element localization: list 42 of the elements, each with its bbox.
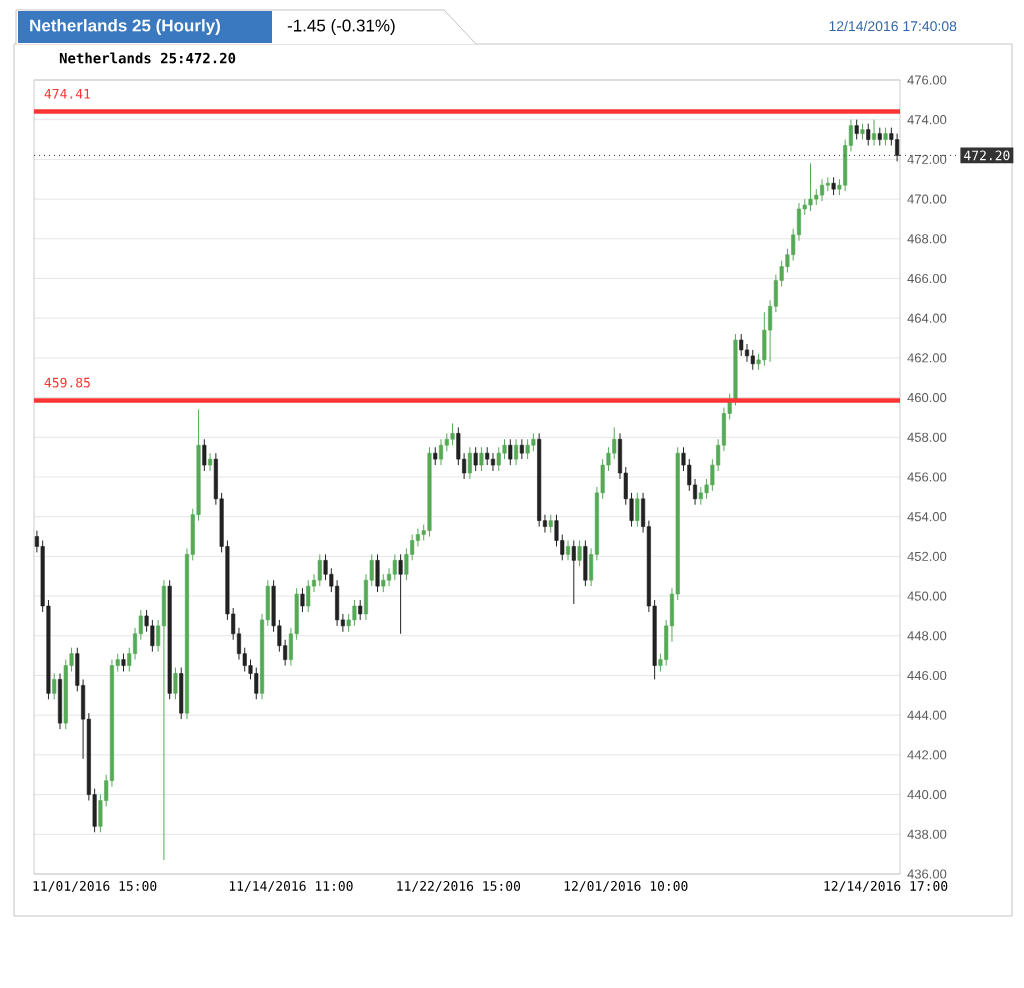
candlestick [577, 540, 582, 567]
candlestick [525, 438, 530, 460]
candlestick [496, 446, 501, 472]
candlestick [739, 333, 744, 357]
candlestick [583, 540, 588, 587]
candlestick [254, 667, 259, 700]
candlestick [179, 667, 184, 720]
candlestick [514, 438, 519, 466]
candlestick [895, 133, 900, 162]
candlestick [519, 438, 524, 460]
candlestick [306, 579, 311, 613]
candlestick [479, 446, 484, 472]
candlestick [161, 579, 166, 861]
chart-title: Netherlands 25 (Hourly) [30, 19, 220, 35]
candlestick [173, 667, 178, 700]
candlestick [866, 123, 871, 146]
candlestick [750, 349, 755, 371]
candlestick [490, 452, 496, 472]
chart-subtitle: -1.45 (-0.31%) [287, 19, 395, 35]
candlestick [473, 446, 478, 472]
candlestick [438, 438, 444, 466]
candlestick [820, 178, 825, 202]
candlestick [450, 422, 455, 446]
candlestick [317, 553, 322, 587]
candlestick [566, 540, 571, 561]
candlestick [202, 438, 207, 472]
candlestick [57, 672, 63, 730]
candlestick [467, 446, 472, 480]
candlestick [571, 540, 576, 605]
candlestick [854, 119, 859, 141]
candlestick [398, 553, 403, 635]
candlestick [808, 162, 813, 212]
candlestick [375, 553, 380, 593]
candlestick [352, 599, 357, 627]
candlestick [508, 438, 513, 466]
candlestick [300, 587, 305, 613]
candlestick [871, 119, 877, 146]
candlestick [52, 672, 57, 700]
candlestick [358, 599, 363, 621]
candlestick [392, 553, 397, 581]
candlestick [635, 492, 640, 528]
candlestick [208, 452, 213, 472]
